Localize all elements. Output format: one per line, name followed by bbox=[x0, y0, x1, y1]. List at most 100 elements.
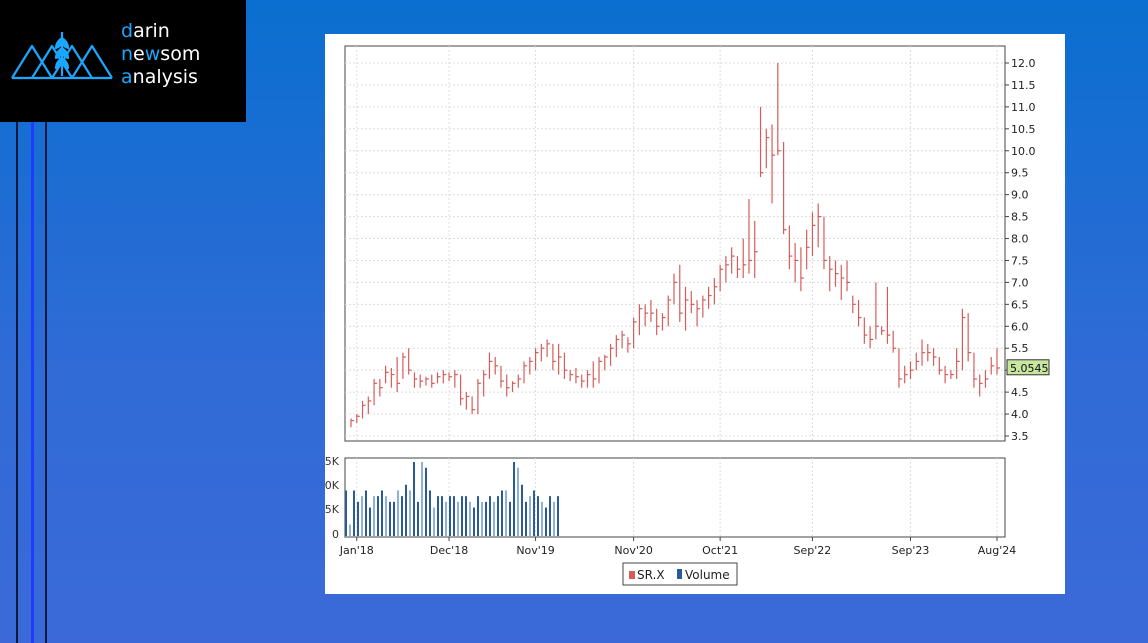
volume-bar bbox=[549, 496, 551, 536]
legend-label-volume: Volume bbox=[685, 568, 730, 582]
volume-bar bbox=[413, 462, 415, 536]
volume-bar bbox=[349, 524, 351, 536]
price-tick-label: 3.5 bbox=[1011, 430, 1029, 443]
price-tick-label: 7.5 bbox=[1011, 254, 1029, 267]
volume-bar bbox=[385, 496, 387, 536]
price-plot-frame bbox=[344, 45, 1006, 442]
volume-bar bbox=[537, 496, 539, 536]
volume-bar bbox=[365, 490, 367, 536]
volume-bar bbox=[545, 507, 547, 536]
volume-bar bbox=[345, 490, 347, 536]
logo-line-3: analysis bbox=[121, 66, 198, 88]
volume-plot-frame bbox=[344, 457, 1006, 538]
price-tick-label: 11.0 bbox=[1011, 101, 1036, 114]
legend-swatch-price bbox=[629, 571, 635, 579]
price-tick-label: 10.5 bbox=[1011, 123, 1036, 136]
volume-bar bbox=[497, 496, 499, 536]
volume-bar bbox=[409, 490, 411, 536]
last-price-label: 5.0545 bbox=[1010, 362, 1049, 375]
price-tick-label: 7.0 bbox=[1011, 276, 1029, 289]
x-tick-label: Aug'24 bbox=[978, 544, 1017, 557]
volume-bar bbox=[389, 501, 391, 536]
price-volume-chart: 3.54.04.55.05.56.06.57.07.58.08.59.09.51… bbox=[325, 45, 1050, 586]
volume-bar bbox=[533, 490, 535, 536]
volume-bar bbox=[441, 496, 443, 536]
price-tick-label: 11.5 bbox=[1011, 79, 1036, 92]
volume-bar bbox=[417, 501, 419, 536]
x-tick-label: Oct'21 bbox=[702, 544, 738, 557]
volume-axis-label: 0 bbox=[332, 528, 339, 541]
volume-bar bbox=[541, 501, 543, 536]
decor-line-3 bbox=[45, 122, 47, 643]
logo-line-1: darin bbox=[121, 20, 170, 42]
price-tick-label: 10.0 bbox=[1011, 145, 1036, 158]
volume-bar bbox=[469, 501, 471, 536]
x-tick-label: Sep'22 bbox=[794, 544, 832, 557]
legend-label-price: SR.X bbox=[637, 568, 665, 582]
volume-bar bbox=[485, 501, 487, 536]
volume-bar bbox=[513, 462, 515, 536]
x-tick-label: Sep'23 bbox=[892, 544, 930, 557]
volume-bar bbox=[361, 496, 363, 536]
x-tick-label: Nov'20 bbox=[614, 544, 653, 557]
volume-bar bbox=[381, 490, 383, 536]
logo-line-2: newsom bbox=[121, 43, 201, 65]
volume-bar bbox=[433, 507, 435, 536]
logo-box: darin newsom analysis bbox=[0, 0, 246, 122]
volume-bar bbox=[421, 462, 423, 536]
legend-swatch-volume bbox=[677, 569, 682, 579]
volume-bar bbox=[393, 501, 395, 536]
last-price-badge bbox=[1006, 359, 1050, 376]
price-tick-label: 8.0 bbox=[1011, 233, 1029, 246]
volume-bar bbox=[377, 496, 379, 536]
volume-bar bbox=[461, 496, 463, 536]
price-tick-label: 6.5 bbox=[1011, 298, 1029, 311]
price-tick-label: 5.5 bbox=[1011, 342, 1029, 355]
volume-bar bbox=[453, 496, 455, 536]
decor-line-1 bbox=[16, 122, 18, 643]
volume-bar bbox=[401, 496, 403, 536]
volume-axis-label: 5K bbox=[325, 455, 340, 468]
volume-bar bbox=[509, 501, 511, 536]
volume-bar bbox=[501, 490, 503, 536]
volume-bar bbox=[437, 496, 439, 536]
x-tick-label: Nov'19 bbox=[516, 544, 555, 557]
volume-bar bbox=[405, 484, 407, 536]
price-tick-label: 8.5 bbox=[1011, 211, 1029, 224]
volume-bar bbox=[357, 501, 359, 536]
volume-bar bbox=[557, 496, 559, 536]
volume-bar bbox=[457, 501, 459, 536]
volume-bar bbox=[397, 490, 399, 536]
volume-bar bbox=[373, 496, 375, 536]
price-tick-label: 6.0 bbox=[1011, 320, 1029, 333]
volume-bar bbox=[473, 507, 475, 536]
x-tick-label: Jan'18 bbox=[339, 544, 374, 557]
decor-line-2 bbox=[31, 122, 34, 643]
volume-bar bbox=[465, 496, 467, 536]
volume-bar bbox=[521, 484, 523, 536]
volume-bar bbox=[493, 501, 495, 536]
logo-wordmark: darin newsom analysis bbox=[121, 20, 200, 89]
volume-bar bbox=[529, 496, 531, 536]
volume-bar bbox=[445, 501, 447, 536]
volume-bar bbox=[477, 496, 479, 536]
price-tick-label: 9.0 bbox=[1011, 189, 1029, 202]
volume-bar bbox=[517, 467, 519, 536]
price-tick-label: 4.0 bbox=[1011, 408, 1029, 421]
chart-panel: 3.54.04.55.05.56.06.57.07.58.08.59.09.51… bbox=[325, 34, 1065, 594]
volume-bar bbox=[505, 490, 507, 536]
volume-bar bbox=[353, 490, 355, 536]
volume-axis-label: 0K bbox=[325, 479, 340, 492]
x-tick-label: Dec'18 bbox=[430, 544, 468, 557]
volume-bar bbox=[369, 507, 371, 536]
volume-bar bbox=[489, 496, 491, 536]
volume-bar bbox=[425, 467, 427, 536]
volume-bar bbox=[429, 490, 431, 536]
volume-axis-label: 5K bbox=[325, 503, 340, 516]
volume-bar bbox=[481, 501, 483, 536]
volume-bar bbox=[553, 501, 555, 536]
volume-bar bbox=[525, 501, 527, 536]
volume-bar bbox=[449, 496, 451, 536]
price-tick-label: 4.5 bbox=[1011, 386, 1029, 399]
price-tick-label: 9.5 bbox=[1011, 167, 1029, 180]
